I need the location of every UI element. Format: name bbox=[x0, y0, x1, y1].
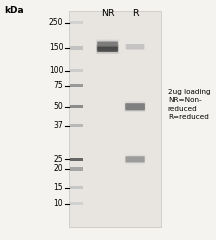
Text: 250: 250 bbox=[49, 18, 63, 27]
Text: 50: 50 bbox=[54, 102, 63, 111]
Bar bbox=[70, 84, 83, 87]
FancyBboxPatch shape bbox=[125, 156, 145, 162]
Text: 150: 150 bbox=[49, 43, 63, 53]
FancyBboxPatch shape bbox=[124, 102, 146, 112]
Text: 37: 37 bbox=[54, 121, 63, 130]
Text: 20: 20 bbox=[54, 164, 63, 174]
Bar bbox=[70, 124, 83, 127]
Bar bbox=[70, 186, 83, 189]
Bar bbox=[70, 46, 83, 49]
FancyBboxPatch shape bbox=[97, 42, 118, 49]
Bar bbox=[70, 105, 83, 108]
Bar bbox=[70, 69, 83, 72]
Text: 10: 10 bbox=[54, 199, 63, 208]
Text: R: R bbox=[132, 9, 138, 18]
Bar bbox=[70, 168, 83, 170]
Bar bbox=[70, 21, 83, 24]
FancyBboxPatch shape bbox=[125, 155, 146, 164]
FancyBboxPatch shape bbox=[125, 103, 145, 110]
FancyBboxPatch shape bbox=[97, 47, 118, 52]
Text: 25: 25 bbox=[54, 155, 63, 164]
FancyBboxPatch shape bbox=[96, 45, 119, 54]
FancyBboxPatch shape bbox=[126, 44, 145, 49]
Bar bbox=[69, 11, 161, 227]
Text: NR: NR bbox=[101, 9, 114, 18]
FancyBboxPatch shape bbox=[96, 40, 119, 51]
Bar bbox=[70, 202, 83, 205]
Bar bbox=[70, 157, 83, 161]
FancyBboxPatch shape bbox=[125, 42, 145, 51]
Text: 75: 75 bbox=[54, 81, 63, 90]
Text: 15: 15 bbox=[54, 183, 63, 192]
Text: kDa: kDa bbox=[4, 6, 24, 15]
Text: 100: 100 bbox=[49, 66, 63, 75]
Text: 2ug loading
NR=Non-
reduced
R=reduced: 2ug loading NR=Non- reduced R=reduced bbox=[168, 89, 210, 120]
